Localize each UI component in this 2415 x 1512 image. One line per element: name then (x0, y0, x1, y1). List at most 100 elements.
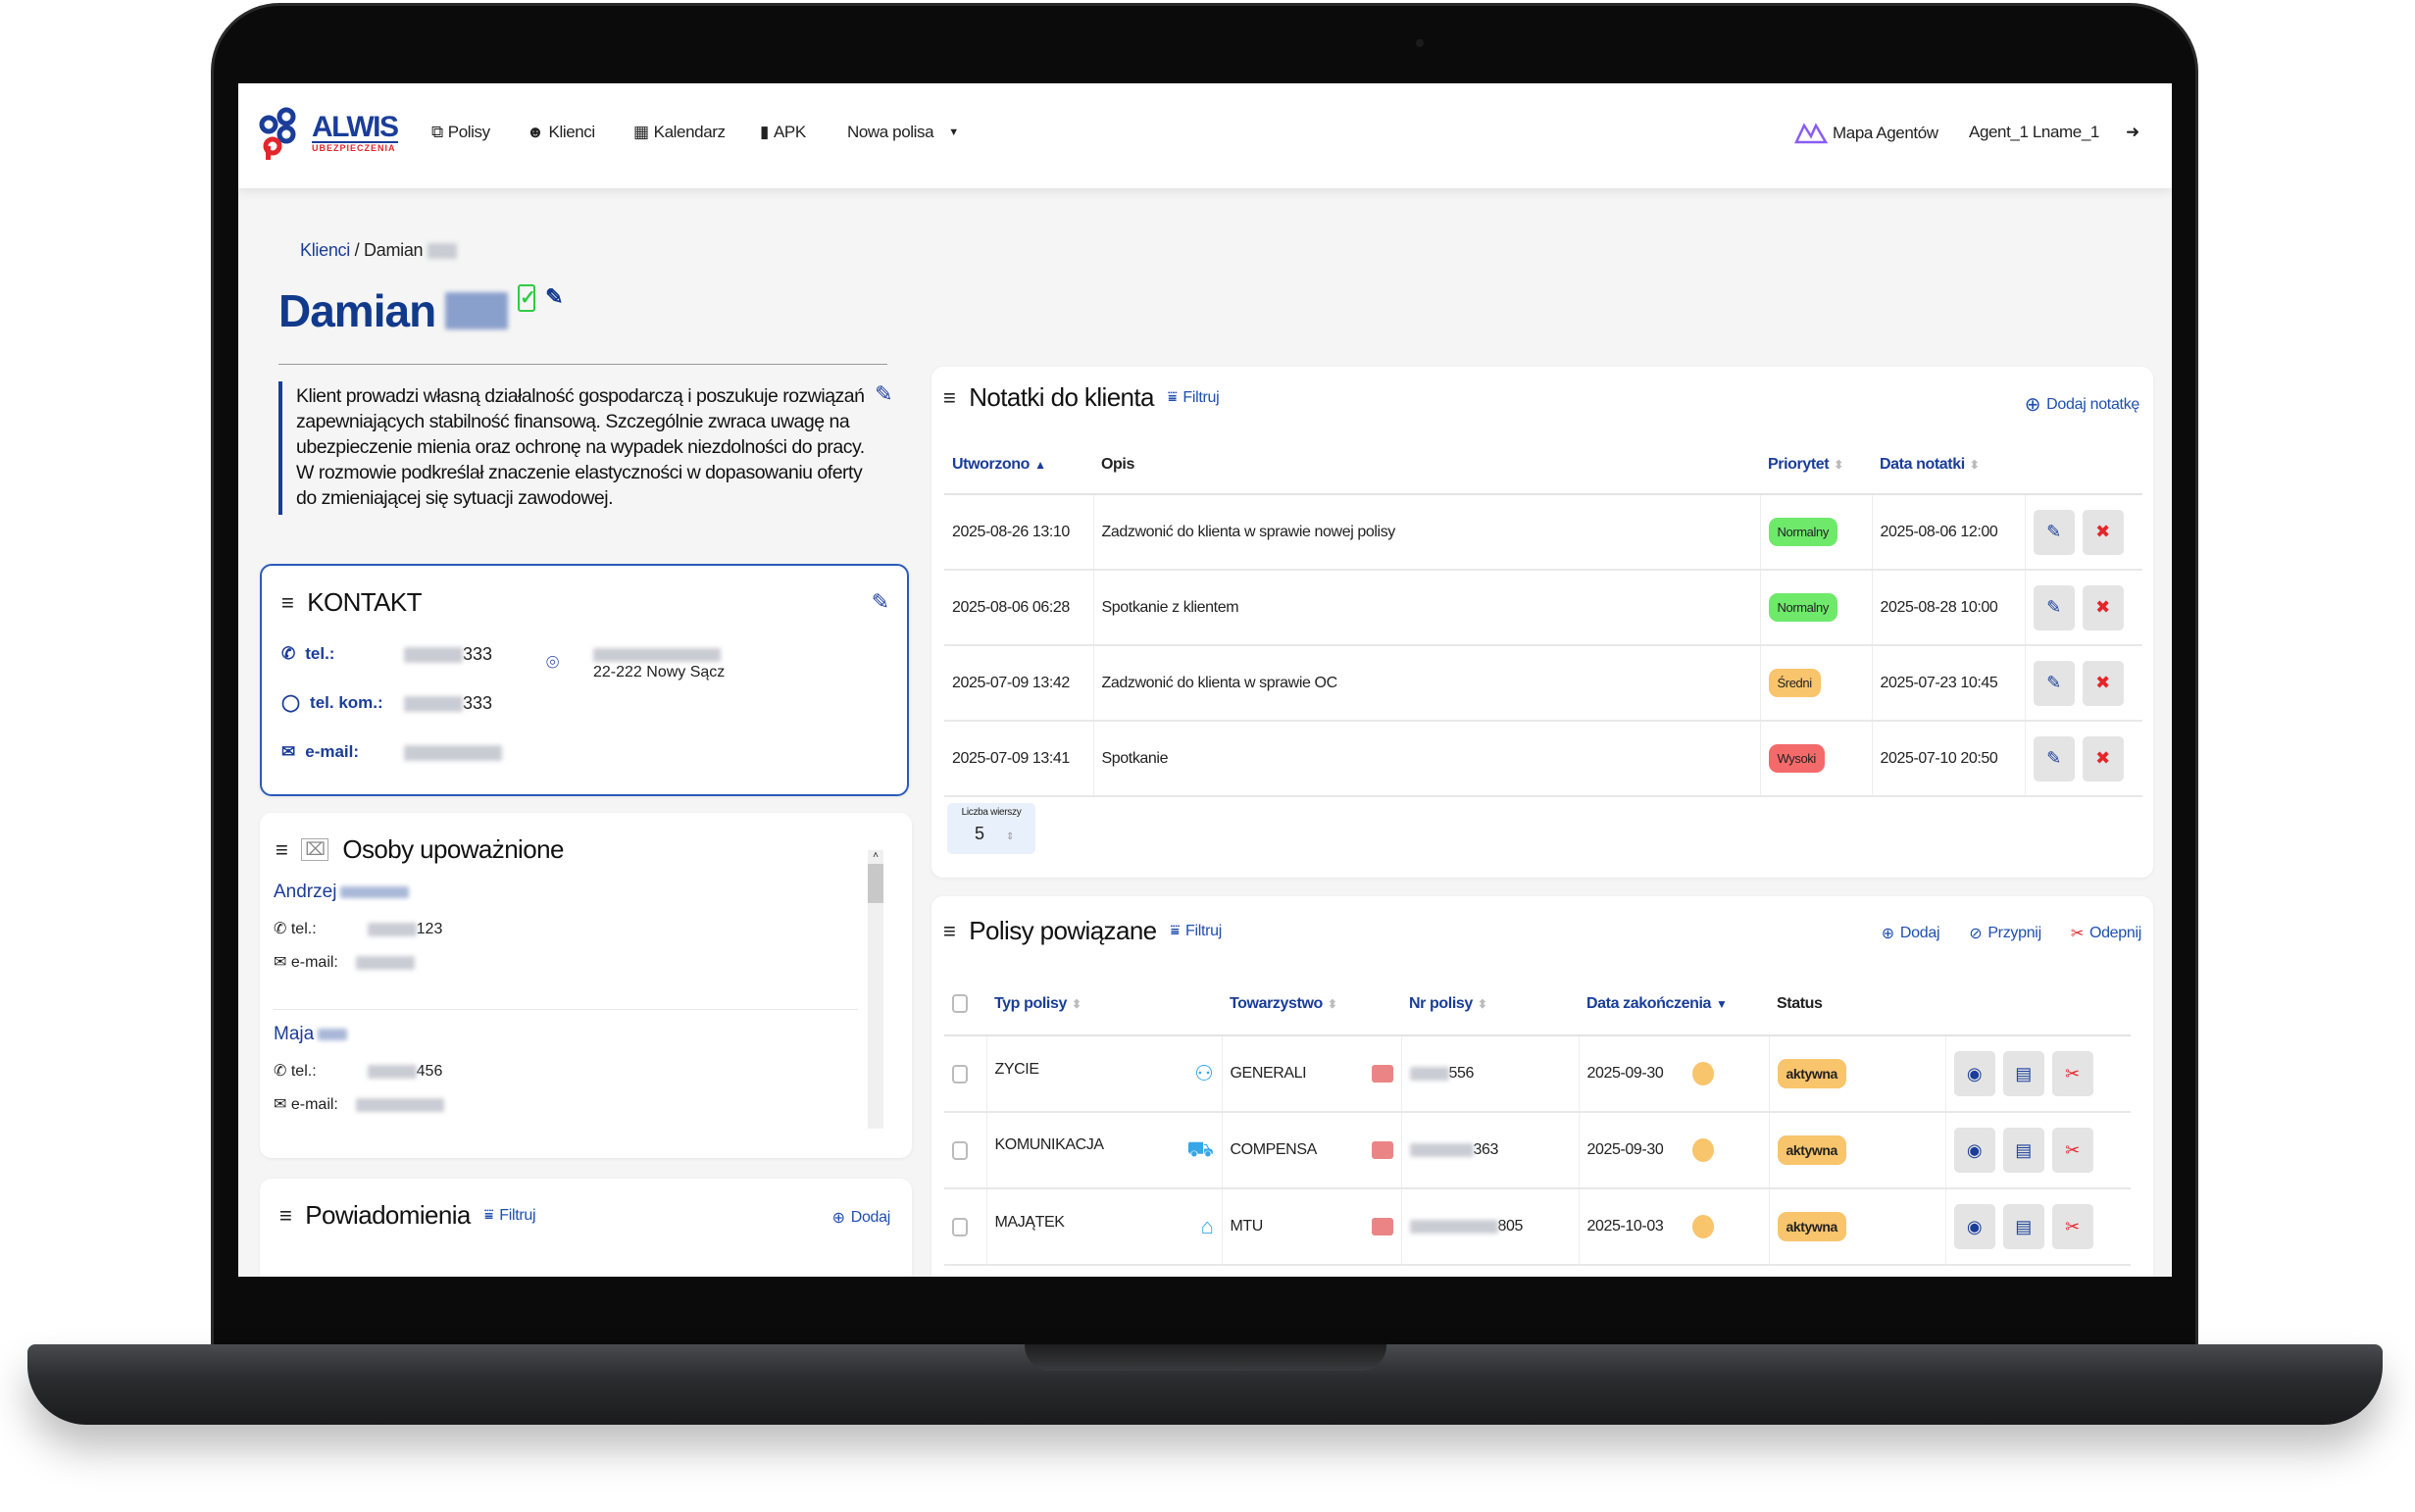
edit-note-button[interactable]: ✎ (2033, 509, 2075, 555)
end-date: 2025-09-30 (1586, 1065, 1664, 1083)
nav-nowa-polisa[interactable]: Nowa polisa ▼ (847, 123, 959, 142)
add-note-button[interactable]: ⊕ Dodaj notatkę (2025, 392, 2140, 417)
rows-per-page-input[interactable]: 5 ⇕ (975, 824, 1015, 843)
select-all-checkbox[interactable] (944, 973, 986, 1036)
mobile-label: tel. kom.: (310, 693, 383, 712)
tel-suffix: 333 (463, 644, 493, 664)
filter-button[interactable]: ⩸ Filtruj (484, 1207, 536, 1225)
divider (278, 364, 887, 365)
row-checkbox[interactable] (944, 1112, 986, 1189)
detach-policy-button[interactable]: ✂ Odepnij (2071, 924, 2141, 943)
edit-description-icon[interactable]: ✎ (875, 381, 892, 406)
whatsapp-icon: ◯ (281, 693, 301, 712)
row-checkbox[interactable] (944, 1188, 986, 1266)
email-value[interactable] (404, 742, 502, 763)
nav-polisy[interactable]: ⧉ Polisy (431, 123, 490, 142)
document-eye-icon: ▤ (2015, 1139, 2032, 1160)
menu-icon[interactable]: ≡ (281, 589, 294, 615)
menu-icon[interactable]: ≡ (943, 384, 956, 410)
menu-icon[interactable]: ≡ (279, 1202, 292, 1228)
delete-note-button[interactable]: ✖ (2082, 509, 2124, 555)
edit-icon[interactable]: ✎ (545, 284, 563, 309)
card-title: Notatki do klienta (969, 382, 1154, 412)
note-created: 2025-08-06 06:28 (944, 570, 1093, 646)
menu-icon[interactable]: ≡ (943, 918, 956, 943)
map-agents-icon (1794, 123, 1828, 144)
status-badge: aktywna (1777, 1212, 1846, 1241)
breadcrumb: Klienci / Damian (300, 240, 457, 261)
row-checkbox[interactable] (944, 1035, 986, 1113)
tel-label: tel.: (290, 1063, 317, 1080)
note-date: 2025-08-28 10:00 (1871, 570, 2025, 646)
envelope-icon: ✉ (281, 742, 296, 761)
col-towarzystwo[interactable]: Towarzystwo ⬍ (1222, 973, 1401, 1036)
person-name[interactable]: Maja (274, 1024, 315, 1044)
col-data-zakonczenia[interactable]: Data zakończenia ▼ (1579, 973, 1769, 1036)
nav-mapa-agentow[interactable]: Mapa Agentów (1794, 123, 1938, 144)
add-notification-button[interactable]: ⊕ Dodaj (832, 1208, 891, 1228)
edit-contact-icon[interactable]: ✎ (871, 589, 889, 614)
policy-number[interactable]: 556 (1400, 1035, 1579, 1113)
laptop-base (27, 1344, 2383, 1425)
note-priority-cell: Wysoki (1759, 721, 1872, 797)
delete-note-button[interactable]: ✖ (2082, 660, 2124, 706)
unlink-policy-button[interactable]: ✂ (2051, 1204, 2093, 1249)
col-typ-polisy[interactable]: Typ polisy ⬍ (986, 973, 1222, 1036)
delete-note-button[interactable]: ✖ (2082, 584, 2124, 630)
client-name: Damian (278, 285, 436, 336)
policy-number-suffix: 363 (1473, 1141, 1499, 1158)
view-policy-button[interactable]: ◉ (1953, 1051, 1995, 1096)
preview-document-button[interactable]: ▤ (2002, 1204, 2044, 1249)
card-title: Polisy powiązane (969, 916, 1157, 945)
scrollbar[interactable]: ˄ (868, 850, 883, 1129)
col-utworzono[interactable]: Utworzono ▲ (944, 435, 1093, 495)
view-policy-button[interactable]: ◉ (1953, 1128, 1995, 1173)
camera (1416, 39, 1424, 47)
col-data-notatki[interactable]: Data notatki ⬍ (1872, 435, 2025, 495)
note-priority-cell: Normalny (1759, 570, 1872, 646)
preview-document-button[interactable]: ▤ (2002, 1051, 2044, 1096)
breadcrumb-clients-link[interactable]: Klienci (300, 240, 350, 260)
calendar-icon: ▦ (633, 123, 649, 141)
note-description: Zadzwonić do klienta w sprawie OC (1092, 645, 1760, 722)
envelope-icon: ✉ (274, 1096, 287, 1113)
stepper-icon[interactable]: ⇕ (1006, 832, 1015, 842)
person-name[interactable]: Andrzej (274, 882, 337, 902)
nav-kalendarz[interactable]: ▦ Kalendarz (633, 123, 726, 142)
nav-klienci[interactable]: ☻ Klienci (527, 123, 595, 142)
policy-actions: ◉ ▤ ✂ (1944, 1188, 2131, 1266)
delete-note-button[interactable]: ✖ (2082, 735, 2124, 781)
policy-end-date: 2025-09-30 (1578, 1112, 1769, 1189)
filter-icon: ⩸ (1170, 922, 1181, 939)
unlink-policy-button[interactable]: ✂ (2051, 1051, 2093, 1096)
user-menu[interactable]: Agent_1 Lname_1 (1969, 123, 2099, 142)
tel-value[interactable]: 333 (404, 644, 492, 665)
add-policy-button[interactable]: ⊕ Dodaj (1882, 924, 1940, 943)
attach-policy-button[interactable]: ⊘ Przypnij (1969, 924, 2041, 943)
col-nr-polisy[interactable]: Nr polisy ⬍ (1401, 973, 1579, 1036)
filter-button[interactable]: ⩸ Filtruj (1170, 922, 1223, 940)
menu-icon[interactable]: ≡ (276, 836, 288, 862)
filter-button[interactable]: ⩸ Filtruj (1168, 389, 1220, 407)
logout-icon[interactable]: ➜ (2126, 123, 2139, 141)
trash-icon: ✖ (2095, 748, 2110, 768)
col-priorytet[interactable]: Priorytet ⬍ (1760, 435, 1872, 495)
company-name: MTU (1230, 1218, 1264, 1235)
mobile-value[interactable]: 333 (404, 693, 492, 714)
preview-document-button[interactable]: ▤ (2002, 1128, 2044, 1173)
unlink-icon: ✂ (2070, 926, 2084, 942)
edit-note-button[interactable]: ✎ (2033, 660, 2075, 706)
nav-apk[interactable]: ▮ APK (760, 123, 806, 142)
card-title: KONTAKT (307, 587, 422, 617)
policy-type: ZYCIE ⚇ (985, 1035, 1222, 1113)
policy-number[interactable]: 805 (1400, 1188, 1579, 1266)
edit-note-button[interactable]: ✎ (2033, 735, 2075, 781)
note-created: 2025-07-09 13:42 (944, 645, 1093, 722)
edit-note-button[interactable]: ✎ (2033, 584, 2075, 630)
person-item: Andrzej ✆ tel.: 123 ✉ e-mail: (274, 882, 858, 972)
tel-label: tel.: (305, 644, 335, 663)
logo[interactable]: ALWIS UBEZPIECZENIA (257, 105, 399, 162)
unlink-policy-button[interactable]: ✂ (2051, 1128, 2093, 1173)
policy-number[interactable]: 363 (1400, 1112, 1579, 1189)
view-policy-button[interactable]: ◉ (1953, 1204, 1995, 1249)
